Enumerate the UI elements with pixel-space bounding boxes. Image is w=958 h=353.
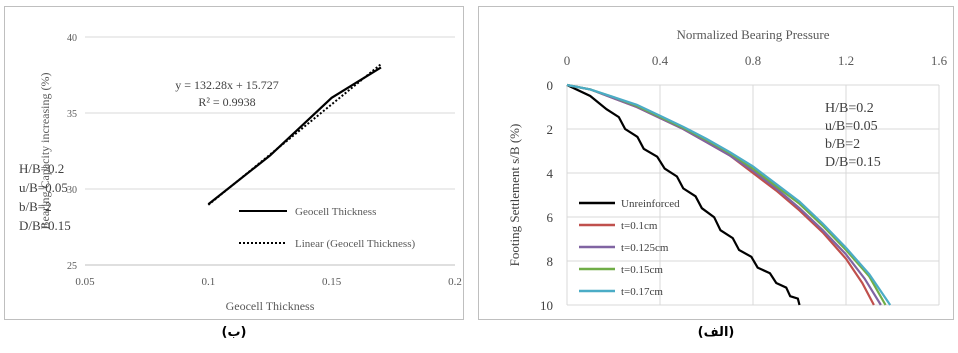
- parameter-label: b/B=2: [825, 137, 860, 152]
- parameter-label: D/B=0.15: [825, 155, 881, 170]
- y-axis-label: Bearing Capacity increasing (%): [38, 73, 52, 230]
- y-tick-label: 0: [547, 78, 554, 93]
- parameter-label: b/B=2: [19, 199, 52, 214]
- x-axis-label: Geocell Thickness: [226, 299, 315, 313]
- parameter-label: D/B=0.15: [19, 218, 71, 233]
- left-chart-panel: 25 30 35 40 0.05 0.1 0.15 0.2 Geocell Thickness B…: [4, 6, 464, 320]
- series-line-t2: [566, 83, 882, 306]
- x-axis-label: Normalized Bearing Pressure: [676, 27, 829, 42]
- legend-entry: Linear (Geocell Thickness): [295, 238, 415, 250]
- y-tick-label: 25: [67, 261, 77, 272]
- x-tick-label: 0.4: [652, 53, 669, 68]
- y-tick-label: 10: [540, 298, 553, 313]
- y-tick-label: 30: [67, 185, 77, 196]
- caption-right: (الف): [697, 325, 735, 340]
- series-line-t1: [566, 83, 875, 306]
- parameter-label: H/B=0.2: [19, 161, 64, 176]
- x-tick-label: 0: [564, 53, 571, 68]
- legend-entry: t=0.15cm: [621, 264, 663, 276]
- right-chart-panel: 0 2 4 6 8 10 0 0.4 0.8 1.2 1.6 Normalized Bearing P…: [478, 6, 954, 320]
- y-tick-label: 8: [547, 254, 554, 269]
- parameter-label: H/B=0.2: [825, 101, 874, 116]
- x-tick-label: 0.05: [75, 276, 95, 288]
- x-tick-label: 1.6: [931, 53, 948, 68]
- y-tick-label: 35: [67, 109, 77, 120]
- y-tick-label: 40: [67, 33, 77, 44]
- series-line-t4: [566, 83, 892, 306]
- legend-entry: t=0.125cm: [621, 242, 669, 254]
- legend-entry: t=0.1cm: [621, 220, 658, 232]
- legend-entry: Unreinforced: [621, 198, 680, 210]
- y-tick-label: 2: [547, 122, 554, 137]
- trendline-equation: y = 132.28x + 15.727: [175, 78, 279, 92]
- trendline-r-squared: R² = 0.9938: [198, 95, 255, 109]
- y-axis-label: Footing Settlement s/B (%): [507, 124, 522, 267]
- parameter-label: u/B=0.05: [19, 180, 68, 195]
- x-tick-label: 0.2: [448, 276, 462, 288]
- series-line-geocell-thickness: [207, 66, 382, 206]
- y-tick-label: 4: [547, 166, 554, 181]
- caption-left: (ب): [221, 325, 247, 340]
- legend-entry: t=0.17cm: [621, 286, 663, 298]
- x-tick-label: 1.2: [838, 53, 854, 68]
- series-line-unreinforced: [566, 84, 801, 306]
- series-line-t3: [566, 83, 887, 306]
- x-tick-label: 0.15: [322, 276, 342, 288]
- y-tick-label: 6: [547, 210, 554, 225]
- x-tick-label: 0.8: [745, 53, 761, 68]
- x-tick-label: 0.1: [201, 276, 215, 288]
- legend-entry: Geocell Thickness: [295, 206, 376, 218]
- left-chart-svg: 25 30 35 40 0.05 0.1 0.15 0.2 Geocell Thickness B…: [19, 33, 462, 313]
- parameter-label: u/B=0.05: [825, 119, 878, 134]
- right-chart-svg: 0 2 4 6 8 10 0 0.4 0.8 1.2 1.6 Normalized Bearing P…: [507, 27, 948, 313]
